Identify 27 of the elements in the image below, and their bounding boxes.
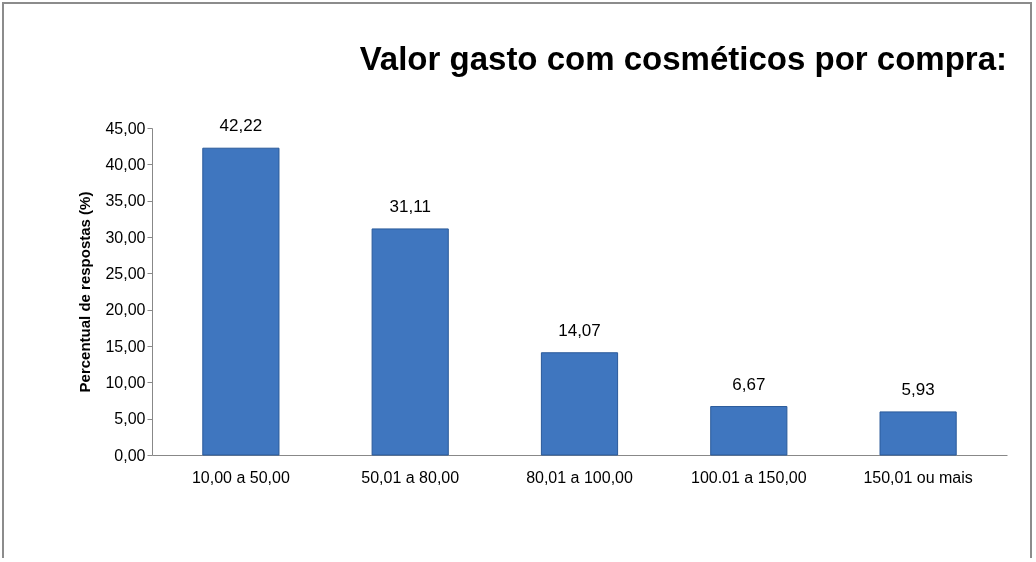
y-tick-label: 15,00: [105, 337, 146, 355]
y-tick-label: 35,00: [105, 192, 146, 210]
bar: [710, 406, 788, 456]
y-tick-label: 10,00: [105, 373, 146, 391]
bar: [540, 352, 619, 456]
x-tick-label: 80,01 a 100,00: [526, 468, 633, 486]
chart-title: Valor gasto com cosméticos por compra:: [359, 40, 1007, 78]
data-label: 14,07: [558, 320, 601, 340]
y-tick-label: 30,00: [105, 228, 146, 246]
data-label: 6,67: [732, 374, 766, 394]
data-label: 42,22: [219, 116, 263, 136]
y-tick-label: 20,00: [105, 301, 146, 319]
bar: [879, 411, 957, 456]
bar: [202, 147, 280, 456]
y-tick-label: 0,00: [114, 446, 146, 464]
y-tick-label: 40,00: [105, 155, 146, 173]
x-tick-label: 10,00 a 50,00: [191, 468, 290, 486]
bar: [371, 228, 449, 456]
data-label: 5,93: [901, 379, 935, 399]
y-tick-label: 5,00: [114, 410, 146, 428]
x-tick-label: 150,01 ou mais: [863, 468, 973, 486]
y-axis-title: Percentual de respostas (%): [76, 191, 94, 393]
x-tick-label: 100.01 a 150,00: [690, 468, 807, 486]
y-tick-label: 45,00: [105, 119, 146, 137]
x-tick-label: 50,01 a 80,00: [361, 468, 460, 486]
y-tick-label: 25,00: [105, 264, 146, 282]
data-label: 31,11: [389, 196, 431, 216]
